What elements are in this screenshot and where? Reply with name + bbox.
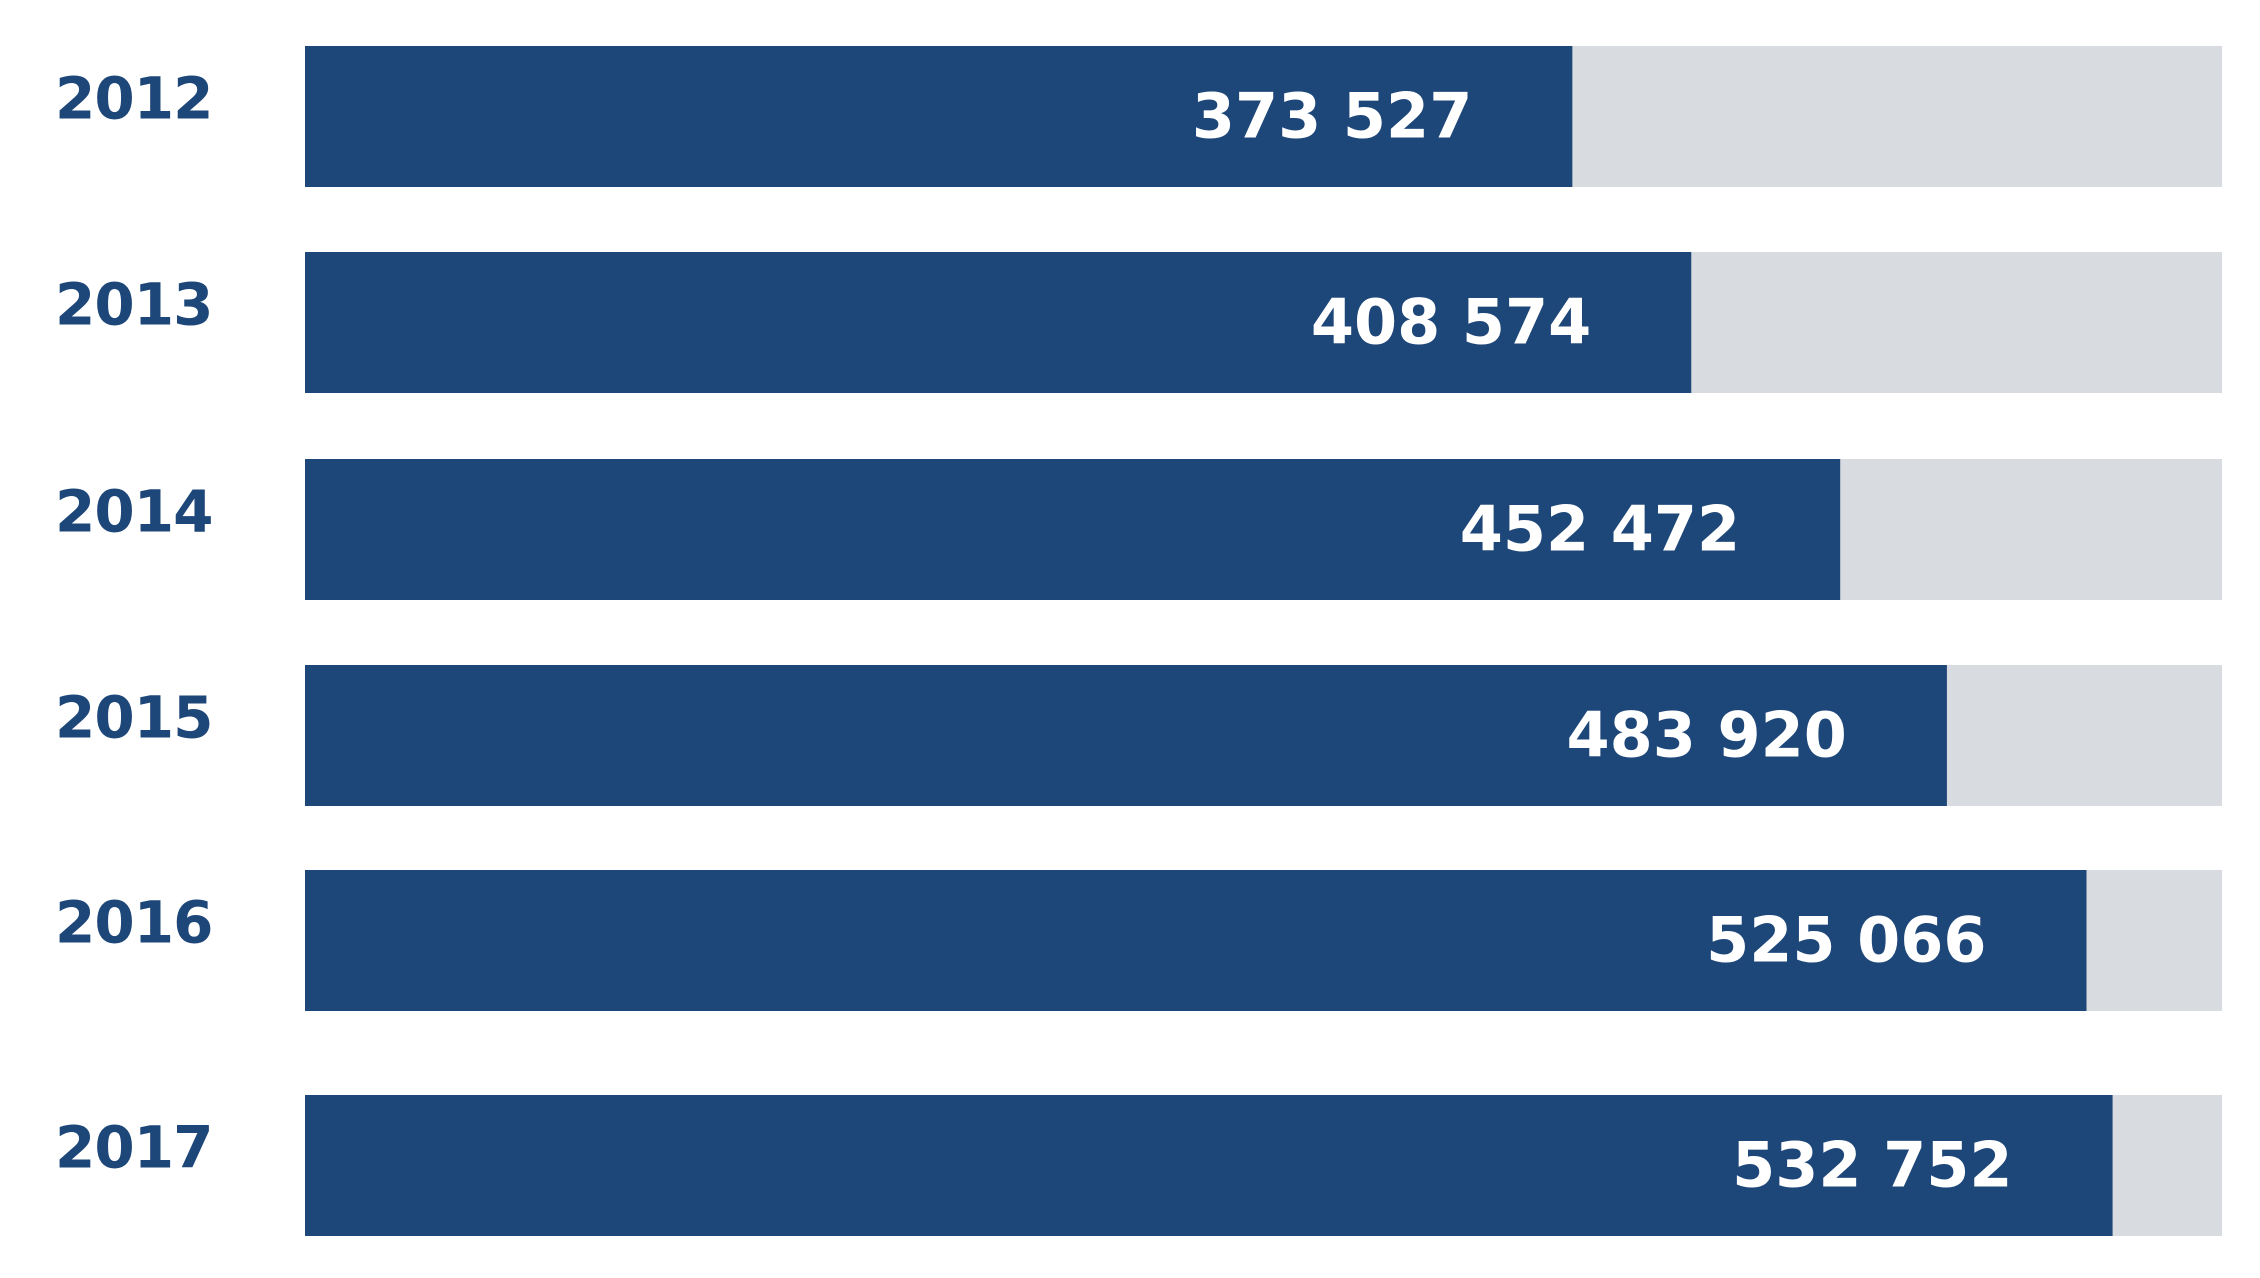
category-label: 2014 bbox=[55, 478, 212, 546]
data-label: 373 527 bbox=[1192, 80, 1472, 153]
category-label: 2017 bbox=[55, 1114, 212, 1182]
bar bbox=[305, 252, 1692, 393]
bar-row-2015: 2015 483 920 bbox=[55, 665, 2222, 806]
bar bbox=[305, 459, 1841, 600]
category-label: 2016 bbox=[55, 889, 212, 957]
bar bbox=[305, 46, 1573, 187]
category-label: 2012 bbox=[55, 65, 212, 133]
bar-row-2014: 2014 452 472 bbox=[55, 459, 2222, 600]
data-label: 525 066 bbox=[1706, 904, 1986, 977]
bar-row-2012: 2012 373 527 bbox=[55, 46, 2222, 187]
data-label: 532 752 bbox=[1732, 1129, 2012, 1202]
data-label: 408 574 bbox=[1311, 286, 1591, 359]
bar bbox=[305, 665, 1947, 806]
bar-row-2013: 2013 408 574 bbox=[55, 252, 2222, 393]
data-label: 452 472 bbox=[1460, 493, 1740, 566]
bar-row-2016: 2016 525 066 bbox=[55, 870, 2222, 1011]
category-label: 2015 bbox=[55, 684, 212, 752]
chart-rows: 2012 373 527 2013 408 574 2014 452 472 2015 483… bbox=[55, 46, 2222, 1236]
bar bbox=[305, 870, 2087, 1011]
data-label: 483 920 bbox=[1566, 699, 1846, 772]
category-label: 2013 bbox=[55, 271, 212, 339]
bar bbox=[305, 1095, 2113, 1236]
bar-row-2017: 2017 532 752 bbox=[55, 1095, 2222, 1236]
